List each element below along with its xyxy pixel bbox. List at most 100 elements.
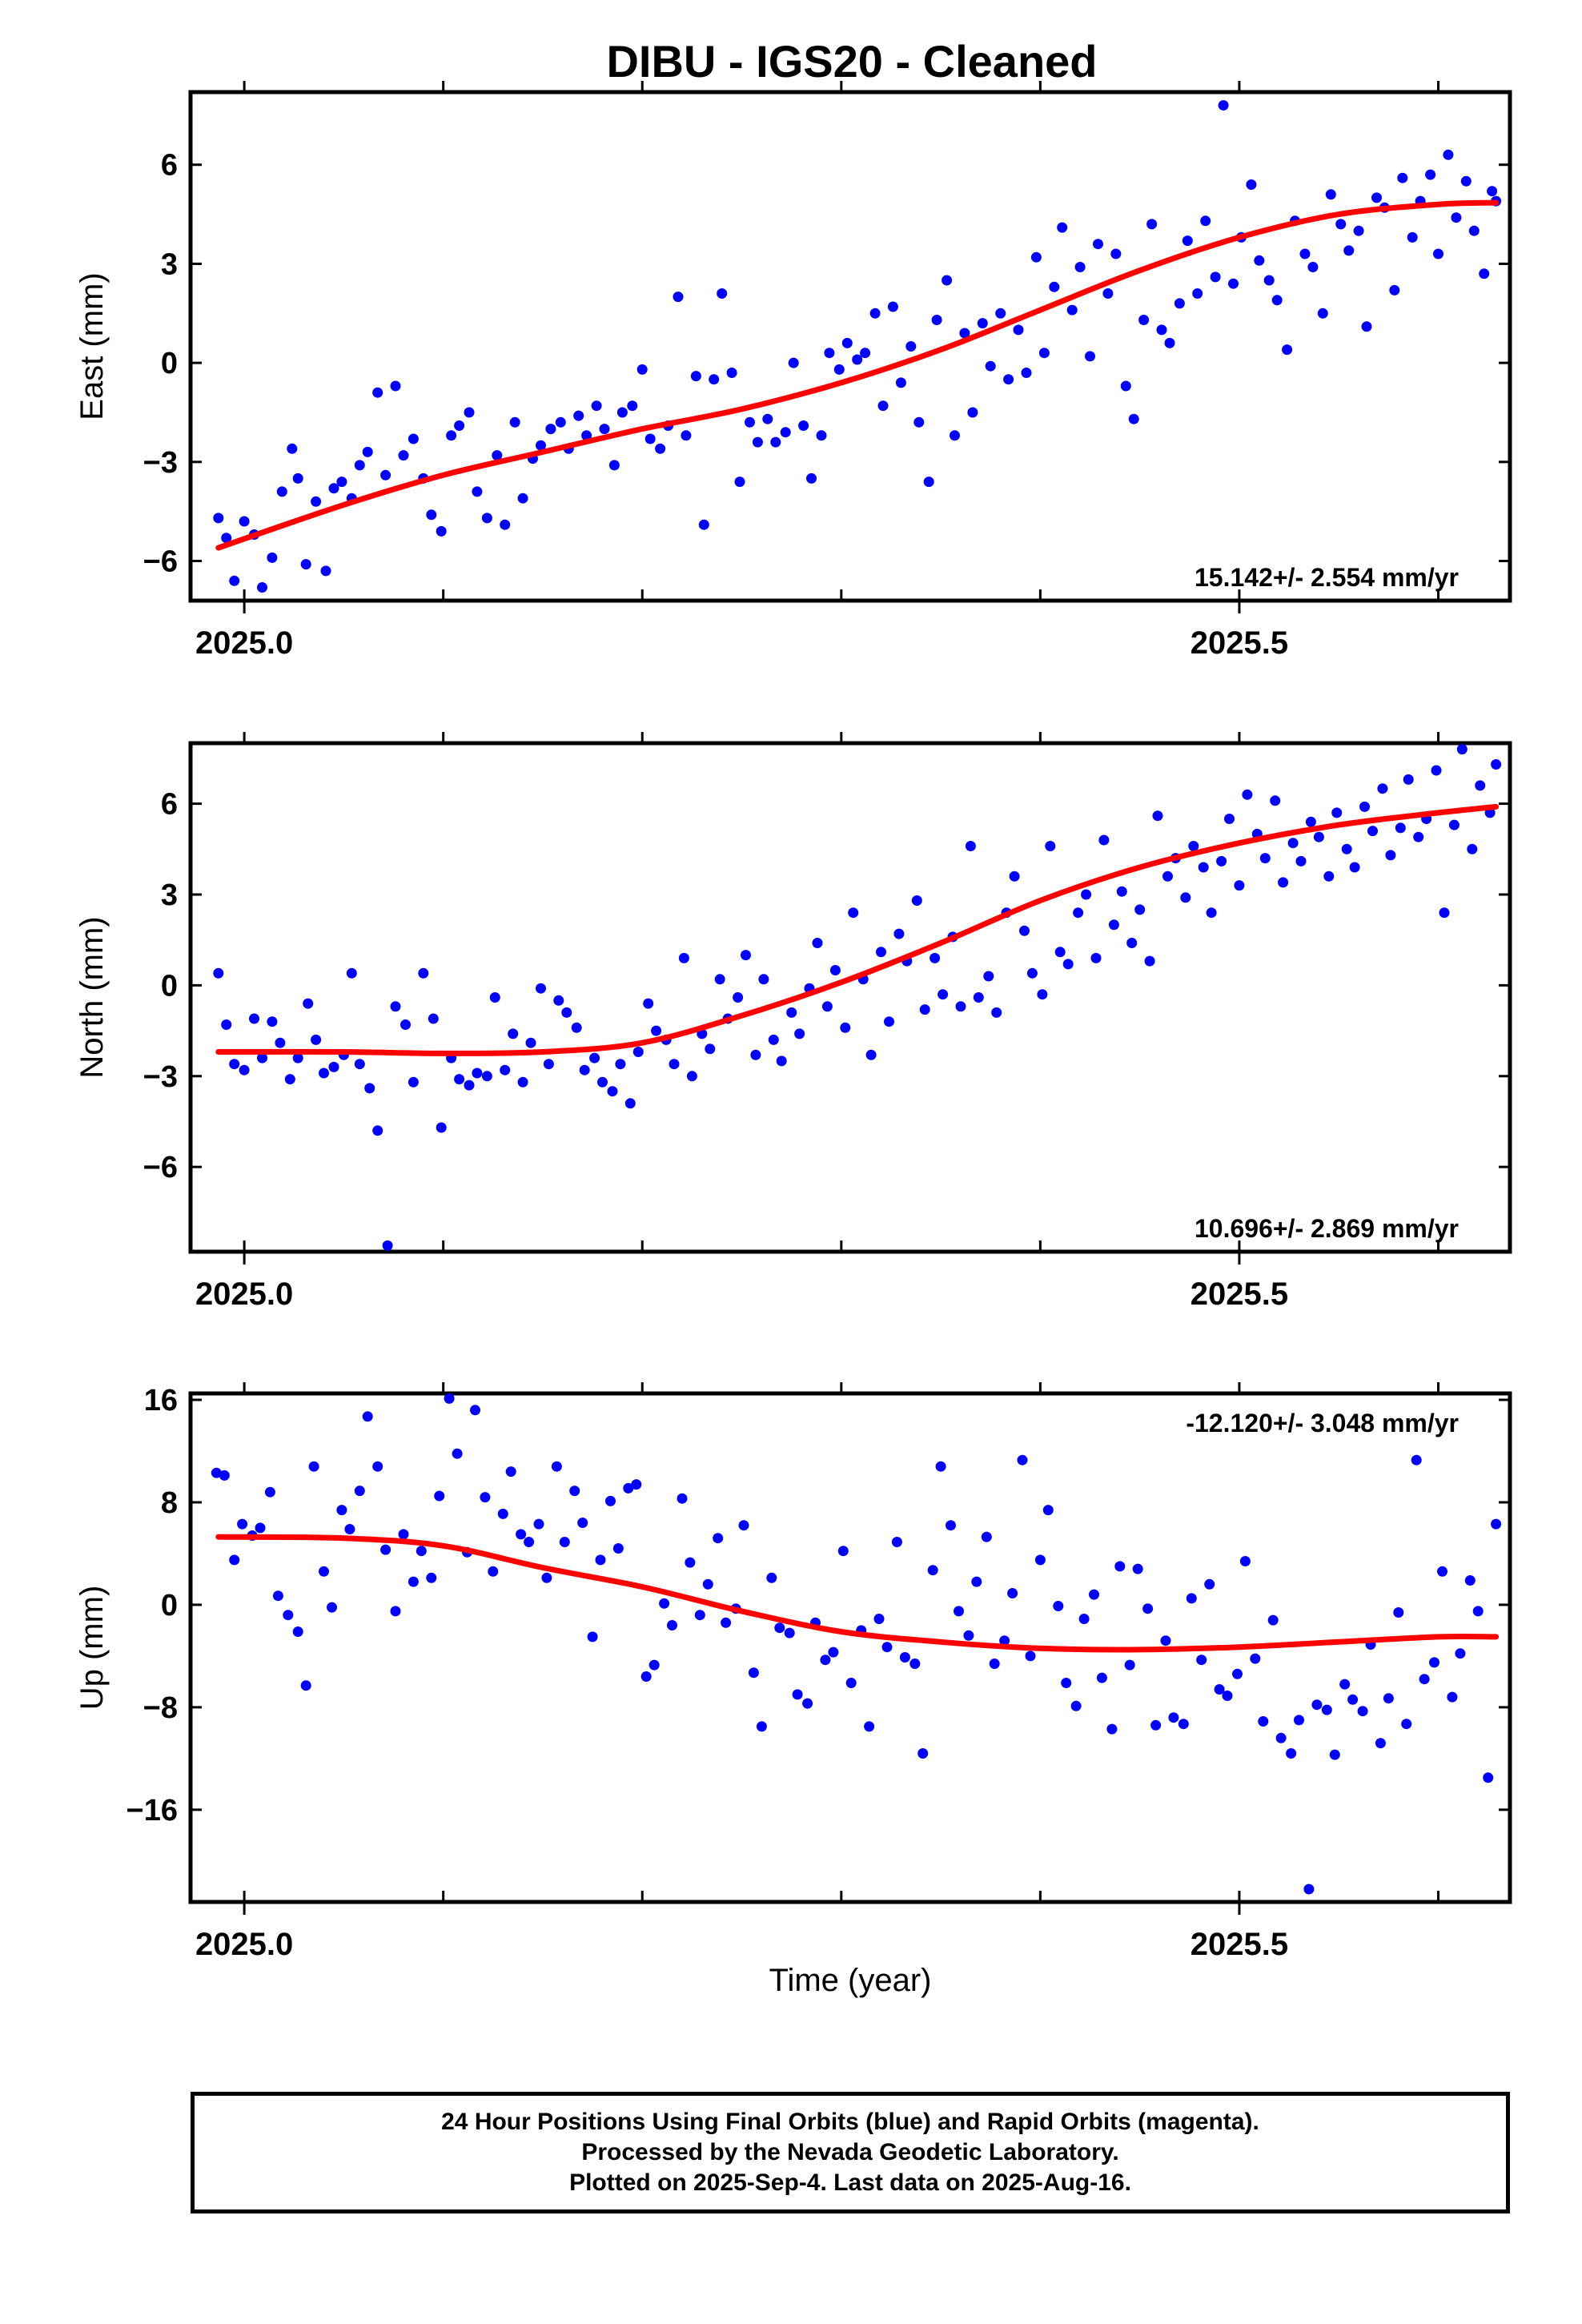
up-data-point	[219, 1470, 230, 1481]
up-data-point	[873, 1614, 885, 1624]
up-data-point	[1150, 1719, 1162, 1731]
north-data-point	[508, 1028, 519, 1039]
up-data-point	[1160, 1635, 1171, 1647]
up-data-point	[533, 1518, 544, 1530]
east-data-point	[967, 407, 978, 418]
east-data-point	[942, 275, 953, 286]
up-data-point	[659, 1598, 670, 1609]
east-ytick-label: −6	[143, 545, 178, 579]
up-data-point	[784, 1627, 795, 1638]
east-data-point	[923, 476, 934, 488]
north-data-point	[1403, 774, 1414, 785]
up-data-point	[229, 1554, 240, 1566]
north-data-point	[311, 1034, 322, 1045]
up-data-point	[685, 1557, 696, 1568]
up-data-point	[1222, 1691, 1233, 1701]
east-data-point	[1353, 225, 1364, 236]
up-data-point	[541, 1572, 552, 1583]
up-xtick-label: 2025.0	[195, 1927, 293, 1962]
east-data-point	[931, 315, 942, 325]
east-data-point	[1192, 288, 1203, 299]
east-data-point	[905, 341, 917, 352]
east-data-point	[1479, 268, 1490, 279]
east-data-point	[824, 348, 835, 359]
up-data-point	[909, 1659, 921, 1669]
north-data-point	[741, 950, 751, 961]
up-data-point	[1186, 1593, 1197, 1604]
east-data-point	[354, 460, 365, 471]
up-data-point	[1078, 1614, 1090, 1624]
east-data-point	[841, 337, 853, 348]
east-data-point	[1271, 295, 1283, 306]
north-data-point	[840, 1022, 851, 1033]
north-data-point	[955, 1001, 966, 1012]
north-data-point	[1367, 826, 1378, 837]
east-data-point	[320, 565, 331, 577]
north-data-point	[481, 1071, 492, 1082]
up-data-point	[1311, 1699, 1323, 1711]
north-data-point	[275, 1037, 286, 1048]
up-data-point	[319, 1566, 329, 1577]
up-data-point	[802, 1698, 813, 1709]
up-data-point	[354, 1486, 365, 1497]
north-data-point	[257, 1052, 267, 1063]
up-data-point	[1042, 1505, 1054, 1516]
north-data-point	[1349, 862, 1360, 873]
east-ytick-label: 0	[161, 347, 178, 380]
east-data-point	[1218, 100, 1229, 111]
up-data-point	[344, 1524, 355, 1534]
east-data-point	[1156, 324, 1167, 336]
north-data-point	[1331, 807, 1343, 818]
north-data-point	[1323, 870, 1335, 882]
north-data-point	[390, 1001, 401, 1012]
north-data-point	[597, 1076, 608, 1088]
east-data-point	[887, 301, 898, 312]
east-data-point	[446, 430, 457, 441]
north-data-point	[1062, 959, 1074, 970]
north-data-point	[1305, 816, 1316, 827]
east-data-point	[1146, 219, 1158, 230]
east-data-point	[816, 430, 827, 441]
north-data-point	[865, 1049, 877, 1060]
north-data-point	[776, 1055, 787, 1067]
north-data-point	[1377, 783, 1388, 794]
up-data-point	[1429, 1657, 1439, 1668]
north-data-point	[794, 1028, 805, 1039]
north-data-point	[1206, 907, 1217, 919]
footer-line-plotted: Plotted on 2025-Sep-4. Last data on 2025…	[569, 2169, 1131, 2196]
up-data-point	[927, 1565, 938, 1576]
up-data-point	[1383, 1693, 1394, 1704]
north-data-point	[750, 1049, 761, 1060]
north-data-point	[517, 1076, 528, 1088]
east-data-point	[1228, 278, 1239, 289]
east-data-point	[1317, 308, 1328, 319]
east-data-point	[454, 420, 465, 431]
up-data-point	[380, 1544, 391, 1555]
north-data-point	[1234, 880, 1245, 891]
north-data-point	[651, 1025, 662, 1036]
east-data-point	[1460, 175, 1472, 187]
east-data-point	[328, 483, 339, 494]
north-data-point	[1073, 907, 1084, 919]
up-data-point	[595, 1554, 606, 1566]
north-data-point	[1270, 795, 1281, 806]
up-data-point	[1329, 1749, 1340, 1760]
up-data-point	[1472, 1606, 1484, 1617]
north-data-point	[1152, 810, 1163, 822]
north-data-point	[382, 1240, 393, 1251]
up-ytick-label: −8	[143, 1691, 178, 1725]
up-data-point	[748, 1667, 759, 1679]
east-data-point	[636, 364, 648, 375]
east-data-point	[464, 407, 475, 418]
east-data-point	[644, 433, 656, 444]
east-data-point	[509, 416, 520, 428]
up-data-point	[1267, 1614, 1279, 1626]
up-data-point	[1275, 1732, 1287, 1743]
up-data-point	[272, 1590, 283, 1602]
north-data-point	[354, 1059, 365, 1070]
east-data-point	[336, 476, 347, 488]
up-data-point	[398, 1529, 409, 1540]
north-data-point	[346, 967, 357, 979]
up-data-point	[891, 1537, 902, 1547]
